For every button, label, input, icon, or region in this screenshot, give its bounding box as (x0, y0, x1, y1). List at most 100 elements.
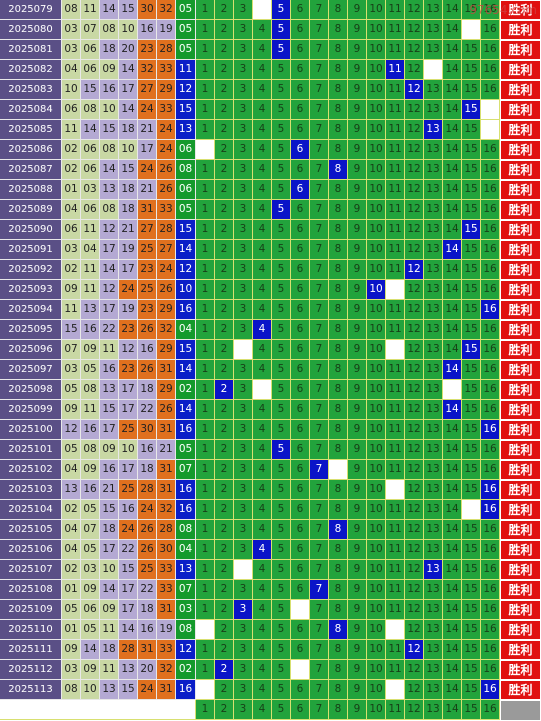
win-button[interactable]: 胜利 (500, 60, 541, 80)
win-button[interactable]: 胜利 (500, 460, 541, 480)
red-number: 03 (62, 240, 81, 260)
hit-cell: 13 (424, 560, 443, 580)
distribution-cell: 3 (234, 300, 253, 320)
distribution-cell: 7 (310, 100, 329, 120)
hit-cell: 5 (272, 0, 291, 20)
distribution-cell: 4 (253, 220, 272, 240)
distribution-cell: 9 (348, 660, 367, 680)
win-button[interactable]: 胜利 (500, 360, 541, 380)
win-button[interactable]: 胜利 (500, 100, 541, 120)
red-number: 33 (157, 640, 176, 660)
distribution-cell: 14 (443, 660, 462, 680)
red-number: 18 (119, 180, 138, 200)
win-button[interactable]: 胜利 (500, 480, 541, 500)
red-number: 15 (100, 120, 119, 140)
win-button[interactable]: 胜利 (500, 420, 541, 440)
hit-cell: 8 (329, 160, 348, 180)
distribution-cell: 3 (234, 460, 253, 480)
distribution-cell: 4 (253, 180, 272, 200)
blank-cell (481, 100, 500, 120)
distribution-cell: 7 (310, 420, 329, 440)
win-button[interactable]: 胜利 (500, 160, 541, 180)
distribution-cell: 9 (348, 100, 367, 120)
win-button[interactable]: 胜利 (500, 300, 541, 320)
distribution-cell: 8 (329, 600, 348, 620)
red-number: 07 (81, 520, 100, 540)
win-button[interactable]: 胜利 (500, 400, 541, 420)
win-button[interactable]: 胜利 (500, 120, 541, 140)
win-button[interactable]: 胜利 (500, 540, 541, 560)
distribution-cell: 2 (215, 280, 234, 300)
distribution-cell: 6 (291, 380, 310, 400)
win-button[interactable]: 胜利 (500, 40, 541, 60)
win-button[interactable]: 胜利 (500, 340, 541, 360)
distribution-cell: 3 (234, 320, 253, 340)
win-button[interactable]: 胜利 (500, 180, 541, 200)
win-button[interactable]: 胜利 (500, 200, 541, 220)
win-button[interactable]: 胜利 (500, 140, 541, 160)
red-number: 18 (100, 520, 119, 540)
win-button[interactable]: 胜利 (500, 320, 541, 340)
win-button[interactable]: 胜利 (500, 600, 541, 620)
hit-cell: 4 (253, 320, 272, 340)
red-number: 32 (138, 60, 157, 80)
red-number: 30 (157, 540, 176, 560)
red-number: 19 (157, 20, 176, 40)
win-button[interactable]: 胜利 (500, 380, 541, 400)
red-number: 06 (81, 160, 100, 180)
win-button[interactable]: 胜利 (500, 240, 541, 260)
issue-number: 2025086 (0, 140, 62, 160)
distribution-cell: 4 (253, 420, 272, 440)
win-button[interactable]: 胜利 (500, 640, 541, 660)
win-button[interactable]: 胜利 (500, 440, 541, 460)
distribution-cell: 7 (310, 560, 329, 580)
distribution-cell: 10 (367, 580, 386, 600)
red-number: 05 (62, 600, 81, 620)
distribution-cell: 11 (386, 700, 405, 720)
distribution-cell: 13 (424, 100, 443, 120)
distribution-cell: 13 (424, 460, 443, 480)
win-button[interactable]: 胜利 (500, 580, 541, 600)
distribution-cell: 12 (405, 620, 424, 640)
distribution-cell: 6 (291, 300, 310, 320)
distribution-cell: 10 (367, 620, 386, 640)
win-button[interactable]: 胜利 (500, 80, 541, 100)
win-button[interactable]: 胜利 (500, 220, 541, 240)
win-button[interactable]: 胜利 (500, 500, 541, 520)
win-button[interactable]: 胜利 (500, 620, 541, 640)
red-number: 05 (81, 500, 100, 520)
win-button[interactable]: 胜利 (500, 560, 541, 580)
win-button[interactable]: 胜利 (500, 680, 541, 700)
distribution-cell: 6 (291, 520, 310, 540)
distribution-cell: 5 (272, 380, 291, 400)
distribution-cell: 11 (386, 220, 405, 240)
win-button[interactable]: 胜利 (500, 520, 541, 540)
distribution-cell: 1 (196, 280, 215, 300)
red-number: 33 (157, 580, 176, 600)
red-number: 13 (62, 480, 81, 500)
distribution-cell: 11 (386, 540, 405, 560)
distribution-cell: 16 (481, 280, 500, 300)
win-button[interactable]: 胜利 (500, 660, 541, 680)
win-button[interactable]: 胜利 (500, 260, 541, 280)
distribution-cell: 12 (405, 680, 424, 700)
distribution-cell: 3 (234, 120, 253, 140)
distribution-cell: 12 (405, 120, 424, 140)
hit-cell: 15 (462, 220, 481, 240)
win-button[interactable]: 胜利 (500, 280, 541, 300)
red-number: 05 (62, 440, 81, 460)
issue-number: 2025103 (0, 480, 62, 500)
distribution-cell: 8 (329, 80, 348, 100)
red-number: 14 (119, 60, 138, 80)
distribution-cell: 6 (291, 160, 310, 180)
distribution-cell: 14 (443, 340, 462, 360)
red-number: 16 (138, 20, 157, 40)
red-number: 01 (62, 580, 81, 600)
distribution-cell: 7 (310, 20, 329, 40)
distribution-cell: 2 (215, 360, 234, 380)
distribution-cell: 14 (443, 100, 462, 120)
win-button[interactable]: 胜利 (500, 20, 541, 40)
distribution-cell: 5 (272, 240, 291, 260)
distribution-cell: 6 (291, 260, 310, 280)
